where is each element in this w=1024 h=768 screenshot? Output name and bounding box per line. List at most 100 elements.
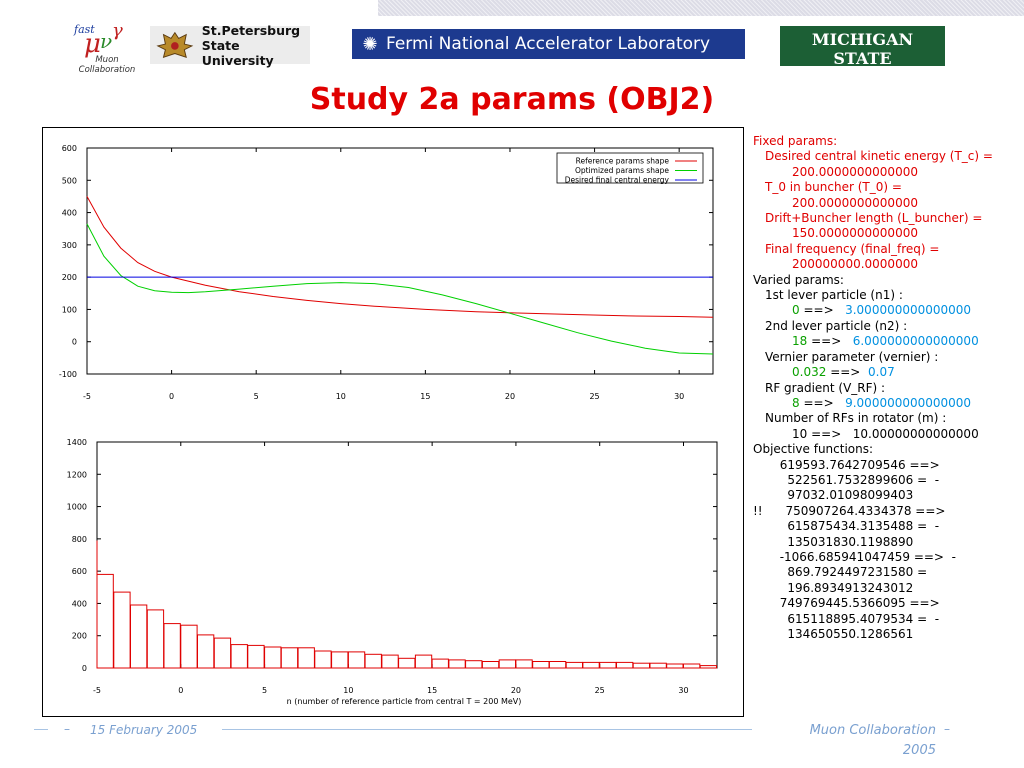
histogram-bar	[599, 661, 617, 669]
legend-entry-label: Optimized params shape	[575, 166, 669, 175]
energy-chart: -100 0 100 200 300 400 500 600 -5 0 5 10 15 20 25 30 Re…	[59, 144, 714, 401]
hist-x-tick-label: 30	[678, 686, 688, 695]
histogram-bar	[431, 658, 449, 669]
histogram-bar	[582, 661, 600, 669]
hist-x-tick-label: 20	[511, 686, 521, 695]
varied-param-arrow: ==>	[811, 334, 842, 349]
histogram-bar	[213, 637, 232, 669]
hist-x-tick-label: -5	[93, 686, 101, 695]
params-panel: Fixed params: Desired central kinetic en…	[753, 134, 1023, 642]
fixed-param-label: Final frequency (final_freq) =	[765, 241, 940, 256]
hist-x-tick-label: 0	[178, 686, 183, 695]
varied-param-to: 10.00000000000000	[852, 426, 979, 441]
histogram-bar	[381, 654, 399, 669]
varied-param-arrow: ==>	[803, 395, 834, 410]
histogram-bar	[314, 650, 332, 669]
objective-line: 196.8934913243012	[753, 580, 914, 595]
msu-logo-line1: MICHIGAN STATE	[811, 30, 914, 68]
fixed-param-value: 200.0000000000000	[792, 195, 918, 210]
energy-y-tick-label: 200	[62, 273, 77, 282]
svg-text:μ: μ	[84, 29, 101, 58]
energy-y-tick-label: 400	[62, 209, 77, 218]
varied-param-label: Vernier parameter (vernier) :	[765, 349, 939, 364]
histogram-bar	[414, 654, 433, 669]
fermilab-gear-icon: ✺	[362, 33, 378, 55]
energy-y-tick-label: 0	[72, 338, 77, 347]
histogram-bar	[331, 651, 349, 669]
varied-param-row: 10 ==> 10.00000000000000	[753, 427, 1023, 442]
optimized-curve	[86, 223, 714, 355]
objective-line: -1066.685941047459 ==> -	[753, 549, 956, 564]
energy-x-tick-label: 25	[589, 392, 599, 401]
histogram-bar	[264, 646, 282, 669]
energy-y-tick-label: 100	[62, 305, 77, 314]
objective-line: 615118895.4079534 = -	[753, 611, 940, 626]
varied-param-arrow: ==>	[811, 426, 842, 441]
fixed-param-value: 200000000.0000000	[792, 257, 918, 272]
histogram-bar	[113, 591, 131, 669]
histogram-bar	[197, 634, 215, 669]
energy-x-tick-label: 0	[169, 392, 174, 401]
varied-param-to: 0.07	[868, 365, 895, 380]
varied-param-arrow: ==>	[803, 303, 834, 318]
histogram-bar	[448, 659, 466, 669]
objective-line: 749769445.5366095 ==>	[753, 596, 940, 611]
varied-param-row: 8 ==> 9.000000000000000	[753, 396, 1023, 411]
histogram-bar	[515, 659, 533, 669]
hist-y-tick-label: 200	[72, 632, 87, 641]
top-pattern-band	[378, 0, 1024, 16]
hist-y-tick-label: 1200	[67, 470, 87, 479]
histogram-bar	[649, 662, 667, 669]
histogram-chart-xlabel: n (number of reference particle from cen…	[287, 697, 522, 706]
objective-line: 615875434.3135488 = -	[753, 519, 940, 534]
varied-param-from: 18	[792, 334, 808, 349]
hist-y-tick-label: 600	[72, 567, 87, 576]
muon-logo-icon: fast μ ν γ	[73, 20, 123, 59]
footer-org-line1: Muon Collaboration	[809, 723, 936, 738]
legend-box	[556, 152, 704, 184]
fixed-param-label: Desired central kinetic energy (T_c) =	[765, 149, 993, 164]
muon-logo-caption: Muon Collaboration	[78, 55, 136, 75]
footer-rule-middle	[222, 729, 752, 730]
muon-collaboration-logo: fast μ ν γ Muon Collaboration	[66, 18, 146, 75]
spbu-logo: St.Petersburg State University	[150, 23, 310, 68]
energy-y-tick-label: 300	[62, 241, 77, 250]
hist-x-tick-label: 5	[262, 686, 267, 695]
energy-chart-axes-box	[86, 147, 714, 375]
energy-x-tick-label: 15	[420, 392, 430, 401]
footer-date: 15 February 2005	[90, 723, 198, 737]
histogram-bar	[364, 653, 382, 669]
footer-org-line2: 2005	[902, 743, 936, 758]
plot-frame: -100 0 100 200 300 400 500 600 -5 0 5 10 15 20 25 30 Re…	[42, 127, 744, 717]
histogram-bar	[616, 661, 634, 669]
histogram-bar	[163, 623, 181, 669]
spbu-logo-line2: State University	[201, 37, 274, 68]
varied-params-header: Varied params:	[753, 272, 844, 287]
varied-param-row: 18 ==> 6.000000000000000	[753, 334, 1023, 349]
msu-logo: MICHIGAN STATE UNIVERSITY	[780, 26, 945, 79]
histogram-bar	[632, 662, 651, 669]
hist-y-tick-label: 0	[82, 664, 87, 673]
footer-dash-right: –	[944, 722, 950, 736]
varied-param-from: 0.032	[792, 365, 827, 380]
histogram-bar	[297, 647, 315, 669]
energy-x-tick-label: 20	[505, 392, 515, 401]
histogram-bar	[280, 647, 299, 669]
footer-dash-left: –	[64, 722, 70, 736]
hist-y-tick-label: 1400	[67, 438, 87, 447]
double-eagle-crest-icon	[156, 31, 194, 59]
varied-param-row: 0.032 ==> 0.07	[753, 365, 1023, 380]
fermilab-banner-text: Fermi National Accelerator Laboratory	[386, 34, 711, 54]
varied-param-from: 0	[792, 303, 800, 318]
energy-x-tick-label: -5	[83, 392, 91, 401]
histogram-bar	[498, 659, 517, 669]
histogram-bar	[96, 573, 114, 669]
legend-entry-label: Desired final central energy	[565, 176, 670, 185]
msu-logo-line2: UNIVERSITY	[803, 68, 922, 79]
varied-param-label: 2nd lever particle (n2) :	[765, 318, 908, 333]
fixed-param-label: T_0 in buncher (T_0) =	[765, 180, 902, 195]
histogram-bar	[532, 661, 550, 669]
svg-text:γ: γ	[112, 20, 123, 41]
